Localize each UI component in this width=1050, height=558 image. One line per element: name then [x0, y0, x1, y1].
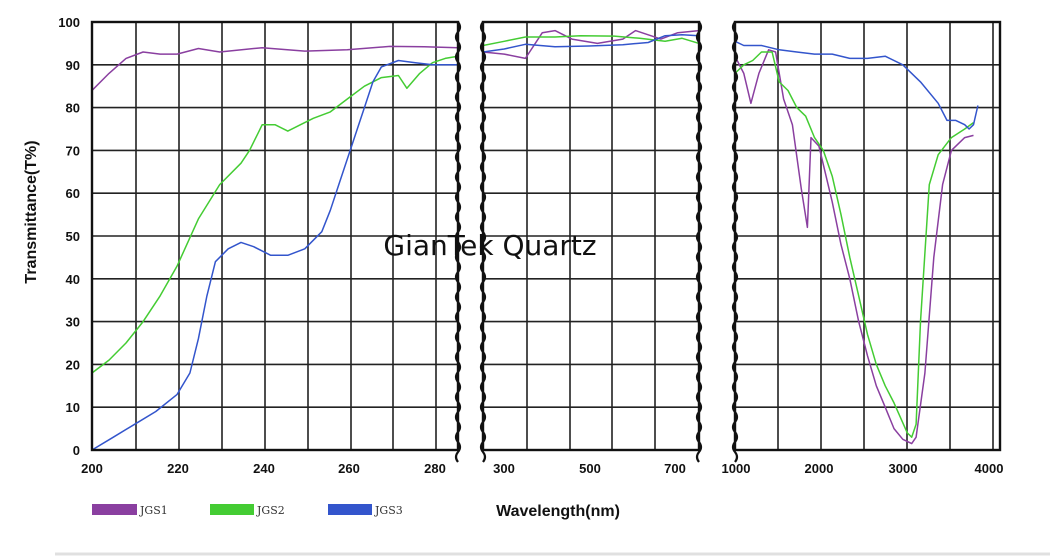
x-tick-label: 280	[424, 461, 446, 476]
panel-frame	[90, 20, 460, 452]
axis-break-edge	[695, 21, 703, 463]
panel-frame	[481, 20, 701, 452]
x-axis-title: Wavelength(nm)	[496, 503, 620, 520]
series-line-jgs2-panel-3	[735, 51, 974, 438]
x-tick-label: 3000	[889, 461, 918, 476]
y-tick-label: 60	[66, 186, 80, 201]
x-tick-label: 200	[81, 461, 103, 476]
y-tick-label: 90	[66, 58, 80, 73]
tick-labels: 0 10 20 30 40 50 60 70 80 90 100 200 220 240 260 280 300…	[58, 15, 1003, 476]
x-tick-label: 500	[579, 461, 601, 476]
legend-swatch-jgs3	[328, 504, 372, 515]
series-line-jgs3-panel-3	[735, 40, 979, 130]
x-tick-label: 220	[167, 461, 189, 476]
series-line-jgs2-panel-1	[92, 55, 458, 374]
panel-frame	[733, 20, 1002, 452]
series-line-jgs1-panel-3	[735, 49, 974, 445]
series-line-jgs1-panel-2	[483, 29, 699, 60]
x-tick-label: 1000	[722, 461, 751, 476]
legend-label-jgs1: JGS1	[139, 504, 168, 517]
y-tick-label: 100	[58, 15, 80, 30]
y-tick-label: 50	[66, 229, 80, 244]
y-axis-title: Transmittance(T%)	[23, 140, 40, 283]
legend-label-jgs3: JGS3	[374, 504, 403, 517]
x-tick-label: 260	[338, 461, 360, 476]
y-tick-label: 30	[66, 315, 80, 330]
x-tick-label: 240	[253, 461, 275, 476]
x-tick-label: 300	[493, 461, 515, 476]
legend-swatch-jgs1	[92, 504, 137, 515]
panel-frames	[90, 20, 1002, 463]
y-tick-label: 10	[66, 400, 80, 415]
series-line-jgs1-panel-1	[92, 45, 458, 92]
legend: JGS1 JGS2 JGS3	[92, 504, 403, 517]
series-layer	[92, 29, 979, 451]
y-tick-label: 0	[73, 443, 80, 458]
legend-label-jgs2: JGS2	[256, 504, 285, 517]
axis-break-edge	[479, 21, 487, 463]
x-tick-label: 2000	[805, 461, 834, 476]
series-line-jgs2-panel-2	[483, 34, 699, 47]
y-tick-label: 80	[66, 101, 80, 116]
series-line-jgs3-panel-2	[483, 34, 699, 53]
y-tick-label: 20	[66, 357, 80, 372]
x-tick-label: 4000	[975, 461, 1004, 476]
axis-break-edge	[731, 21, 739, 463]
x-tick-label: 700	[664, 461, 686, 476]
watermark-text: GianTek Quartz	[383, 229, 596, 262]
legend-swatch-jgs2	[210, 504, 254, 515]
y-tick-label: 40	[66, 272, 80, 287]
y-tick-label: 70	[66, 143, 80, 158]
series-line-jgs3-panel-1	[92, 59, 458, 451]
axis-break-edge	[454, 21, 462, 463]
